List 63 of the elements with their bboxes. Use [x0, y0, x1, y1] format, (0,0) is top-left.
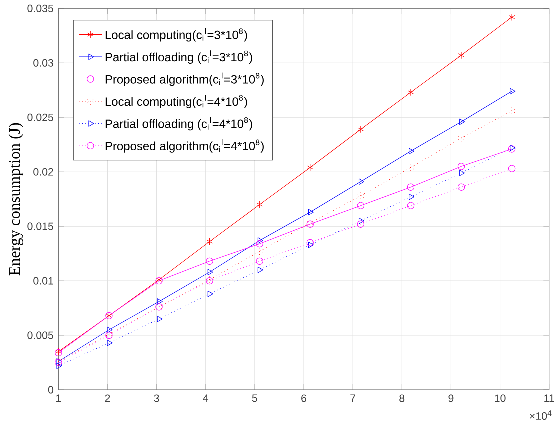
- point: [409, 148, 415, 155]
- x-tick-label: 3: [154, 394, 160, 402]
- point: [458, 163, 466, 170]
- x-tick-label: 5: [252, 394, 258, 402]
- point: [408, 88, 414, 96]
- point: [208, 290, 214, 298]
- point: [308, 242, 314, 248]
- point: [256, 258, 264, 266]
- point: [157, 298, 163, 305]
- point: [256, 201, 263, 208]
- legend-label: Partial offloading (c$_{i}$$^{l}$=3*10$^{8}$): [106, 50, 252, 64]
- point: [510, 88, 516, 95]
- point: [460, 170, 466, 176]
- point: [407, 184, 415, 191]
- point: [308, 209, 314, 216]
- point: [206, 238, 213, 246]
- legend-label: Local computing(c$_{i}$$^{l}$=4*10$^{8}$): [106, 95, 248, 108]
- point: [56, 362, 62, 370]
- point: [258, 266, 264, 274]
- point: [357, 202, 365, 210]
- point: [358, 126, 364, 134]
- point: [458, 52, 465, 60]
- y-tick-label: 0.01: [34, 277, 54, 285]
- point: [256, 240, 264, 248]
- point: [458, 184, 466, 191]
- y-tick-label: 0: [48, 386, 54, 394]
- point: [357, 220, 365, 228]
- y-tick-label: 0.025: [28, 114, 54, 122]
- x-tick-label: 7: [350, 394, 356, 402]
- legend-label: Proposed algorithm(c$_{i}$$^{l}$=3*10$^{8}$): [106, 72, 264, 86]
- point: [358, 178, 365, 186]
- point: [508, 14, 516, 21]
- y-tick-label: 0.015: [28, 222, 54, 230]
- point: [307, 164, 314, 172]
- x-tick-label: 11: [544, 394, 554, 402]
- point: [107, 326, 113, 334]
- y-tick-label: 0.035: [28, 4, 54, 12]
- x-tick-label: 4: [203, 394, 209, 402]
- x-tick-label: 8: [400, 394, 405, 402]
- x-tick-label: 6: [302, 394, 306, 402]
- x-tick-label: 2: [105, 394, 110, 402]
- point: [409, 194, 415, 200]
- x-tick-label: 1: [56, 394, 62, 402]
- legend-label: Proposed algorithm(c$_{i}$$^{l}$=4*10$^{8}$): [106, 139, 264, 153]
- point: [508, 165, 516, 172]
- point: [107, 340, 113, 346]
- point: [208, 269, 214, 276]
- y-tick-label: 0.02: [34, 168, 54, 176]
- y-tick-label: 0.03: [34, 59, 54, 67]
- x-tick-label: 9: [448, 394, 454, 402]
- y-tick-label: 0.005: [28, 332, 54, 340]
- point: [157, 316, 163, 322]
- point: [358, 218, 365, 224]
- point: [460, 118, 466, 126]
- point: [206, 258, 214, 266]
- point: [306, 239, 314, 247]
- point: [258, 238, 264, 244]
- legend-label: Partial offloading (c$_{i}$$^{l}$=4*10$^{8}$): [106, 117, 252, 131]
- legend-label: Local computing(c$_{i}$$^{l}$=3*10$^{8}$): [106, 28, 248, 42]
- y-axis-title: Energy consumption (J): [8, 123, 24, 276]
- x-tick-label: 10: [495, 394, 506, 402]
- point: [407, 202, 415, 210]
- text: ×10$^{4}$: [530, 410, 552, 420]
